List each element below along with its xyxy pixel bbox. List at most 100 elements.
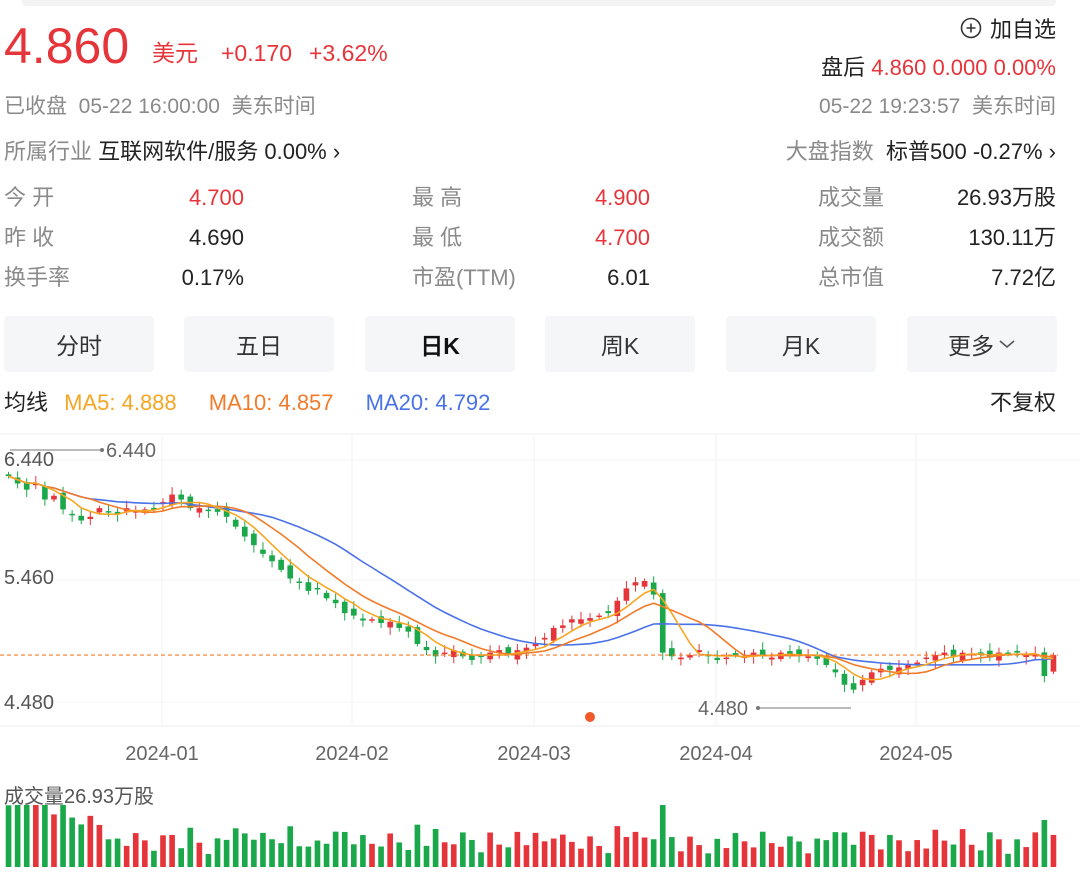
candle-body	[341, 601, 348, 614]
ma-legend: 均线 MA5: 4.888 MA10: 4.857 MA20: 4.792	[4, 388, 490, 418]
kline-chart[interactable]: 6.440 5.460 4.480 6.440 4.480 2024-01 2024-02 2…	[0, 430, 1080, 879]
tab-1[interactable]: 五日	[184, 316, 334, 372]
volume-bar	[641, 837, 648, 867]
volume-bar	[96, 824, 103, 867]
industry-value: 互联网软件/服务 0.00% ›	[98, 139, 341, 164]
candle-body	[487, 652, 493, 660]
volume-bar	[332, 831, 339, 867]
candle-body	[169, 494, 175, 505]
volume-bar	[1014, 839, 1020, 867]
candle-body	[78, 515, 85, 521]
last-price: 4.860	[4, 18, 130, 74]
candle-body	[650, 582, 657, 595]
market-status: 已收盘 05-22 16:00:00 美东时间	[4, 92, 316, 122]
ma5-line	[8, 475, 1054, 681]
price-change: +0.170	[221, 40, 292, 66]
volume-bar	[905, 851, 911, 867]
volume-bar	[32, 805, 39, 867]
adjust-toggle[interactable]: 不复权	[989, 390, 1056, 415]
volume-bar	[487, 832, 493, 867]
volume-bar	[1032, 832, 1039, 867]
stat-value: 4.690	[188, 225, 244, 250]
candle-body	[959, 652, 966, 661]
tab-3[interactable]: 周K	[545, 316, 695, 372]
candle-body	[1050, 655, 1057, 672]
candle-body	[287, 565, 294, 579]
candle-body	[923, 657, 930, 660]
candle-body	[823, 655, 830, 665]
volume-bar	[14, 805, 21, 867]
volume-bar	[823, 840, 830, 867]
candle-body	[596, 615, 602, 618]
volume-bar	[623, 837, 630, 867]
volume-bar	[469, 839, 475, 867]
candle-body	[351, 608, 357, 616]
candle-body	[378, 616, 384, 623]
stat-label: 市盈(TTM)	[412, 265, 516, 290]
candle-body	[905, 664, 911, 669]
timezone-label-2: 美东时间	[972, 95, 1056, 118]
volume-bar	[60, 805, 66, 867]
add-watchlist-button[interactable]: 加自选	[960, 12, 1056, 44]
candle-body	[469, 654, 475, 661]
volume-bar	[323, 843, 330, 867]
candle-body	[396, 623, 403, 628]
tab-0[interactable]: 分时	[4, 316, 154, 372]
candle-body	[732, 653, 739, 656]
index-link[interactable]: 大盘指数 标普500 -0.27% ›	[786, 137, 1056, 167]
volume-bar	[914, 840, 920, 867]
volume-bar	[996, 839, 1002, 867]
candle-body	[278, 559, 284, 570]
volume-bar	[205, 854, 212, 867]
volume-bar	[550, 838, 557, 867]
volume-bar	[732, 833, 739, 867]
volume-bar	[587, 836, 593, 867]
tab-4[interactable]: 月K	[726, 316, 876, 372]
volume-bar	[296, 846, 303, 867]
x-tick-label: 2024-03	[497, 743, 570, 765]
volume-bar	[959, 829, 966, 867]
volume-bar	[596, 846, 602, 867]
plus-circle-icon	[960, 17, 982, 39]
candle-body	[269, 555, 275, 562]
volume-bar	[196, 842, 203, 867]
volume-bar	[123, 845, 130, 867]
volume-bar	[287, 826, 294, 867]
candle-body	[569, 619, 575, 623]
tab-2[interactable]: 日K	[365, 316, 515, 372]
x-tick-label: 2024-01	[125, 743, 198, 765]
candle-body	[659, 593, 666, 653]
volume-bar	[1023, 847, 1030, 867]
y-tick-label: 5.460	[4, 567, 54, 589]
tab-label: 日K	[420, 333, 460, 359]
candle-body	[305, 582, 312, 591]
volume-bar	[950, 844, 957, 867]
ma20-value: MA20: 4.792	[365, 390, 491, 415]
industry-link[interactable]: 所属行业 互联网软件/服务 0.00% ›	[4, 137, 340, 167]
volume-bar	[450, 844, 457, 867]
volume-bar	[341, 831, 348, 867]
stat-value: 0.17%	[181, 265, 244, 290]
candle-body	[859, 679, 866, 686]
x-tick-label: 2024-04	[679, 743, 752, 765]
after-hours-quote: 盘后 4.860 0.000 0.00%	[821, 53, 1056, 83]
volume-bar	[369, 843, 375, 867]
candle-body	[750, 652, 757, 657]
candle-body	[51, 495, 57, 500]
candle-body	[787, 651, 793, 654]
candle-body	[641, 581, 648, 587]
candle-body	[369, 619, 375, 621]
stat-value: 26.93万股	[956, 185, 1056, 210]
candle-body	[550, 627, 557, 641]
tab-label: 周K	[600, 333, 640, 359]
volume-bar	[423, 845, 430, 867]
candle-body	[505, 647, 512, 656]
volume-bar	[142, 840, 148, 867]
tab-label: 五日	[236, 333, 282, 359]
volume-bar	[114, 838, 121, 867]
tab-5[interactable]: 更多	[907, 316, 1057, 372]
candle-body	[868, 672, 875, 683]
volume-bar	[814, 838, 821, 867]
candle-body	[832, 669, 839, 673]
volume-bar	[669, 837, 675, 867]
